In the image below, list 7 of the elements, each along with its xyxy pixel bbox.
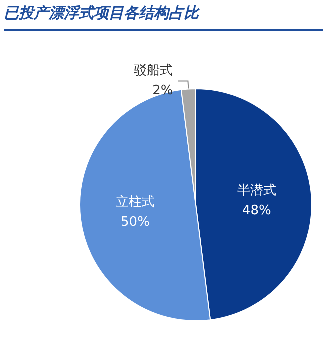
slice-label: 立柱式 [116, 194, 155, 210]
data-label: 48% [242, 204, 272, 219]
slice-label: 驳船式 [134, 64, 174, 79]
chart-title: 已投产漂浮式项目各结构占比 [4, 4, 323, 31]
slice-label: 半潜式 [237, 184, 276, 199]
data-label: 2% [152, 84, 174, 99]
data-label: 50% [121, 215, 150, 230]
